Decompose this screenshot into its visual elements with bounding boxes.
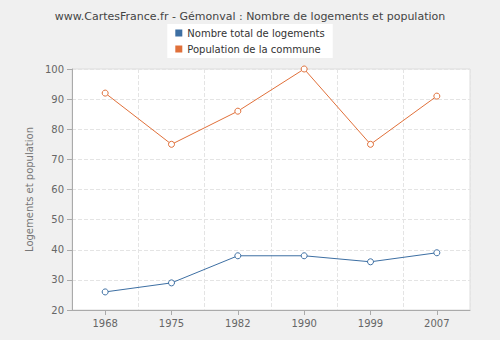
svg-text:90: 90 bbox=[51, 94, 64, 105]
svg-text:100: 100 bbox=[45, 64, 64, 75]
svg-text:70: 70 bbox=[51, 154, 64, 165]
svg-text:80: 80 bbox=[51, 124, 64, 135]
svg-text:20: 20 bbox=[51, 305, 64, 316]
svg-text:1982: 1982 bbox=[225, 318, 250, 329]
svg-text:1999: 1999 bbox=[358, 318, 383, 329]
svg-text:50: 50 bbox=[51, 214, 64, 225]
svg-text:www.CartesFrance.fr - Gémonval: www.CartesFrance.fr - Gémonval : Nombre … bbox=[55, 10, 445, 23]
svg-text:Population de la commune: Population de la commune bbox=[187, 44, 320, 55]
svg-text:1975: 1975 bbox=[159, 318, 184, 329]
svg-text:1968: 1968 bbox=[92, 318, 117, 329]
svg-text:Logements et population: Logements et population bbox=[24, 127, 35, 252]
svg-text:1990: 1990 bbox=[291, 318, 316, 329]
svg-text:2007: 2007 bbox=[424, 318, 449, 329]
svg-text:30: 30 bbox=[51, 274, 64, 285]
svg-text:Nombre total de logements: Nombre total de logements bbox=[187, 28, 324, 39]
svg-text:40: 40 bbox=[51, 244, 64, 255]
svg-text:60: 60 bbox=[51, 184, 64, 195]
